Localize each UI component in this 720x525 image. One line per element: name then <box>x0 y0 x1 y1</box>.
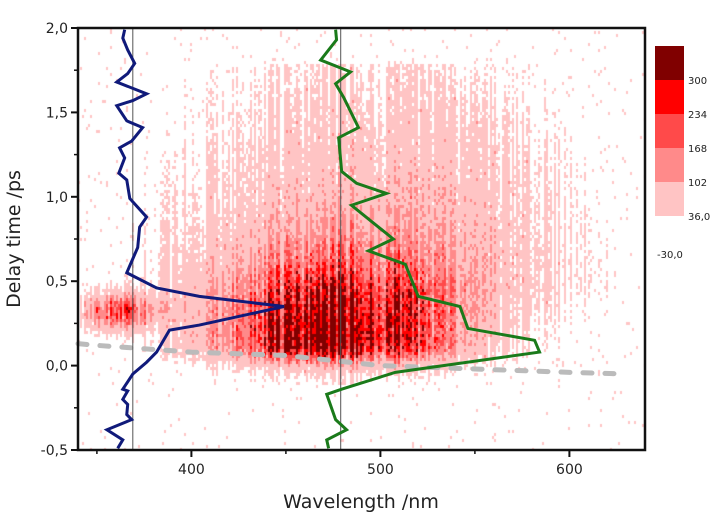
y-tick-label: -0,5 <box>41 443 68 459</box>
colorbar-label: 168 <box>688 144 707 155</box>
colorbar-swatch <box>655 148 684 182</box>
y-tick-label: 0,0 <box>46 359 68 375</box>
x-tick-label: 400 <box>178 462 205 478</box>
colorbar-label: 36,0 <box>688 212 710 223</box>
green-kinetic-trace <box>318 29 542 449</box>
plot-frame <box>76 26 647 452</box>
y-axis-label: Delay time /ps <box>3 170 25 308</box>
colorbar-swatch <box>655 182 684 216</box>
colorbar-swatch <box>655 46 684 80</box>
y-tick-label: 2,0 <box>46 21 68 37</box>
blue-kinetic-trace <box>103 29 285 450</box>
x-axis-label: Wavelength /nm <box>283 491 439 513</box>
colorbar-swatch <box>655 80 684 114</box>
colorbar-label: 300 <box>688 76 707 87</box>
colorbar-label: -30,0 <box>657 250 683 261</box>
y-tick-label: 1,5 <box>46 105 68 121</box>
x-tick-label: 500 <box>367 462 394 478</box>
x-tick-label: 600 <box>556 462 583 478</box>
colorbar-label: 102 <box>688 178 707 189</box>
heatmap-canvas <box>78 28 645 450</box>
y-tick-label: 1,0 <box>46 190 68 206</box>
colorbar-swatch <box>655 114 684 148</box>
y-tick-label: 0,5 <box>46 274 68 290</box>
colorbar-label: 234 <box>688 110 707 121</box>
